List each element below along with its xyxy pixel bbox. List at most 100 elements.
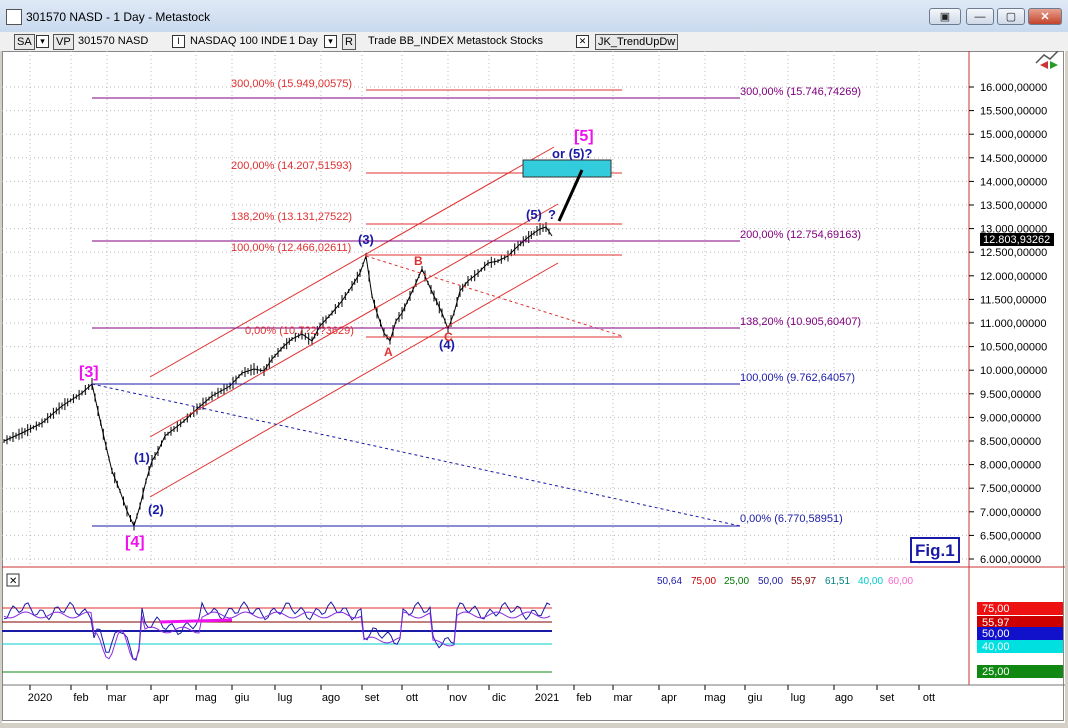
price-tick-label: 6.500,00000 — [980, 530, 1041, 542]
price-tick-label: 12.000,00000 — [980, 271, 1047, 283]
indicator-value: 25,00 — [724, 576, 749, 587]
price-tick-label: 14.000,00000 — [980, 176, 1047, 188]
fib-p300-label: 300,00% (15.746,74269) — [740, 86, 861, 98]
indicator-axis-tag-label: 75,00 — [982, 603, 1010, 615]
date-tick-label: feb — [73, 692, 88, 704]
price-tick-label: 16.000,00000 — [980, 82, 1047, 94]
price-tick-label: 13.000,00000 — [980, 224, 1047, 236]
fib-r0-label: 0,00% (10.7?2,?3629) — [245, 325, 354, 337]
channel-lower-line — [149, 262, 559, 498]
symbol-label[interactable]: 301570 NASD — [78, 35, 149, 47]
toolbar-items[interactable]: Trade BB_INDEX Metastock Stocks — [368, 35, 544, 47]
indicator-axis-tag — [977, 602, 1063, 615]
app-icon — [6, 9, 22, 25]
r-button[interactable]: R — [342, 34, 356, 50]
chart-toolbar: SA ▾ VP 301570 NASD I NASDAQ 100 INDE 1 … — [0, 32, 1068, 51]
close-button[interactable]: ✕ — [1028, 8, 1062, 25]
wave-label-3: (3) — [358, 232, 374, 247]
price-tick-label: 12.500,00000 — [980, 247, 1047, 259]
target-box — [522, 159, 612, 178]
trend-tool-icon[interactable] — [1035, 50, 1059, 69]
indicator-value: 50,00 — [758, 576, 783, 587]
fib-r138-label: 138,20% (13.131,27522) — [231, 211, 352, 223]
indicator-remove-button[interactable] — [6, 573, 20, 587]
price-tick-label: 6.000,00000 — [980, 554, 1041, 566]
date-tick-label: ott — [406, 692, 418, 704]
indicator-axis-tag — [977, 665, 1063, 678]
price-chart-svg[interactable]: 16.000,00000 15.500,00000 15.000,00000 14.5… — [2, 50, 1065, 723]
price-tick-label: 8.000,00000 — [980, 460, 1041, 472]
date-tick-label: mar — [108, 692, 127, 704]
fib-lines — [92, 89, 740, 527]
price-tick-label: 13.500,00000 — [980, 200, 1047, 212]
indicator-values: 50,64 75,00 25,00 50,00 55,97 61,51 40,00 60,00 — [657, 576, 913, 587]
fib-p138-label: 138,20% (10.905,60407) — [740, 316, 861, 328]
maximize-button[interactable]: ▢ — [997, 8, 1025, 25]
indicator-signal-line — [3, 611, 551, 660]
indicator-axis-tag-label: 40,00 — [982, 641, 1010, 653]
price-bars — [3, 222, 550, 531]
chart-area[interactable]: 16.000,00000 15.500,00000 15.000,00000 14.5… — [2, 50, 1065, 723]
vp-button[interactable]: VP — [53, 34, 74, 50]
channel-mid-line — [149, 203, 559, 438]
date-tick-label: set — [880, 692, 895, 704]
price-axis: 16.000,00000 15.500,00000 15.000,00000 14.5… — [969, 82, 1047, 566]
fib-r300-label: 300,00% (15.949,00575) — [231, 78, 352, 90]
wave3-dashed-line — [91, 383, 741, 527]
indicator-levels — [2, 607, 552, 673]
fib-p200-label: 200,00% (12.754,69163) — [740, 229, 861, 241]
price-tick-label: 14.500,00000 — [980, 153, 1047, 165]
instrument-label[interactable]: NASDAQ 100 INDE — [190, 35, 288, 47]
title-bar: 301570 NASD - 1 Day - Metastock ▣ — ▢ ✕ — [0, 0, 1068, 33]
price-tick-label: 15.000,00000 — [980, 129, 1047, 141]
price-tick-label: 8.500,00000 — [980, 436, 1041, 448]
indicator-axis-tag-label: 50,00 — [982, 628, 1010, 640]
fig-label: Fig.1 — [915, 541, 955, 560]
restore-panel-button[interactable]: ▣ — [929, 8, 961, 25]
period-dropdown-icon[interactable]: ▾ — [324, 35, 337, 48]
date-tick-label: 2020 — [28, 692, 52, 704]
date-tick-label: giu — [235, 692, 250, 704]
date-tick-label: dic — [492, 692, 507, 704]
expert-advisor-label[interactable]: JK_TrendUpDw — [595, 34, 679, 50]
last-price-tag — [980, 233, 1054, 246]
indicator-value: 75,00 — [691, 576, 716, 587]
wave-label-2: (2) — [148, 502, 164, 517]
fig-label-box — [910, 537, 960, 563]
wave-label-C: C — [444, 330, 453, 344]
indicator-axis-tag-label: 55,97 — [982, 617, 1010, 629]
window-title: 301570 NASD - 1 Day - Metastock — [26, 10, 211, 24]
date-tick-label: apr — [661, 692, 677, 704]
indicator-value: 55,97 — [791, 576, 816, 587]
price-tick-label: 11.500,00000 — [980, 294, 1046, 306]
instrument-icon[interactable]: I — [172, 35, 185, 48]
price-tick-label: 10.500,00000 — [980, 342, 1047, 354]
date-tick-label: 2021 — [535, 692, 559, 704]
price-tick-label: 7.000,00000 — [980, 507, 1041, 519]
expert-remove-icon[interactable]: ✕ — [576, 35, 589, 48]
indicator-axis-tag-label: 25,00 — [982, 666, 1010, 678]
date-tick-label: apr — [153, 692, 169, 704]
last-price-text: 12.803,93262 — [983, 234, 1050, 246]
wave-label-A: A — [384, 345, 393, 359]
date-tick-label: ott — [923, 692, 935, 704]
price-tick-label: 15.500,00000 — [980, 106, 1047, 118]
date-tick-label: ago — [835, 692, 853, 704]
date-tick-label: feb — [576, 692, 591, 704]
indicator-axis-tag — [977, 627, 1063, 640]
date-tick-label: lug — [791, 692, 806, 704]
indicator-highlight — [159, 618, 233, 624]
minimize-button[interactable]: — — [966, 8, 994, 25]
indicator-remove-icon[interactable]: ✕ — [9, 576, 17, 587]
fib-r100-label: 100,00% (12.466,02611) — [231, 242, 351, 254]
price-tick-label: 7.500,00000 — [980, 483, 1041, 495]
wave-label-major-3: [3] — [79, 364, 99, 381]
sa-button[interactable]: SA — [14, 34, 35, 50]
abc-dashed-line — [365, 255, 623, 337]
channel-upper-line — [149, 146, 555, 378]
date-tick-label: mar — [614, 692, 633, 704]
period-label[interactable]: 1 Day — [289, 35, 318, 47]
sa-dropdown-icon[interactable]: ▾ — [36, 35, 49, 48]
wave-label-B: B — [414, 254, 423, 268]
wave-label-5: (5) — [526, 207, 542, 222]
